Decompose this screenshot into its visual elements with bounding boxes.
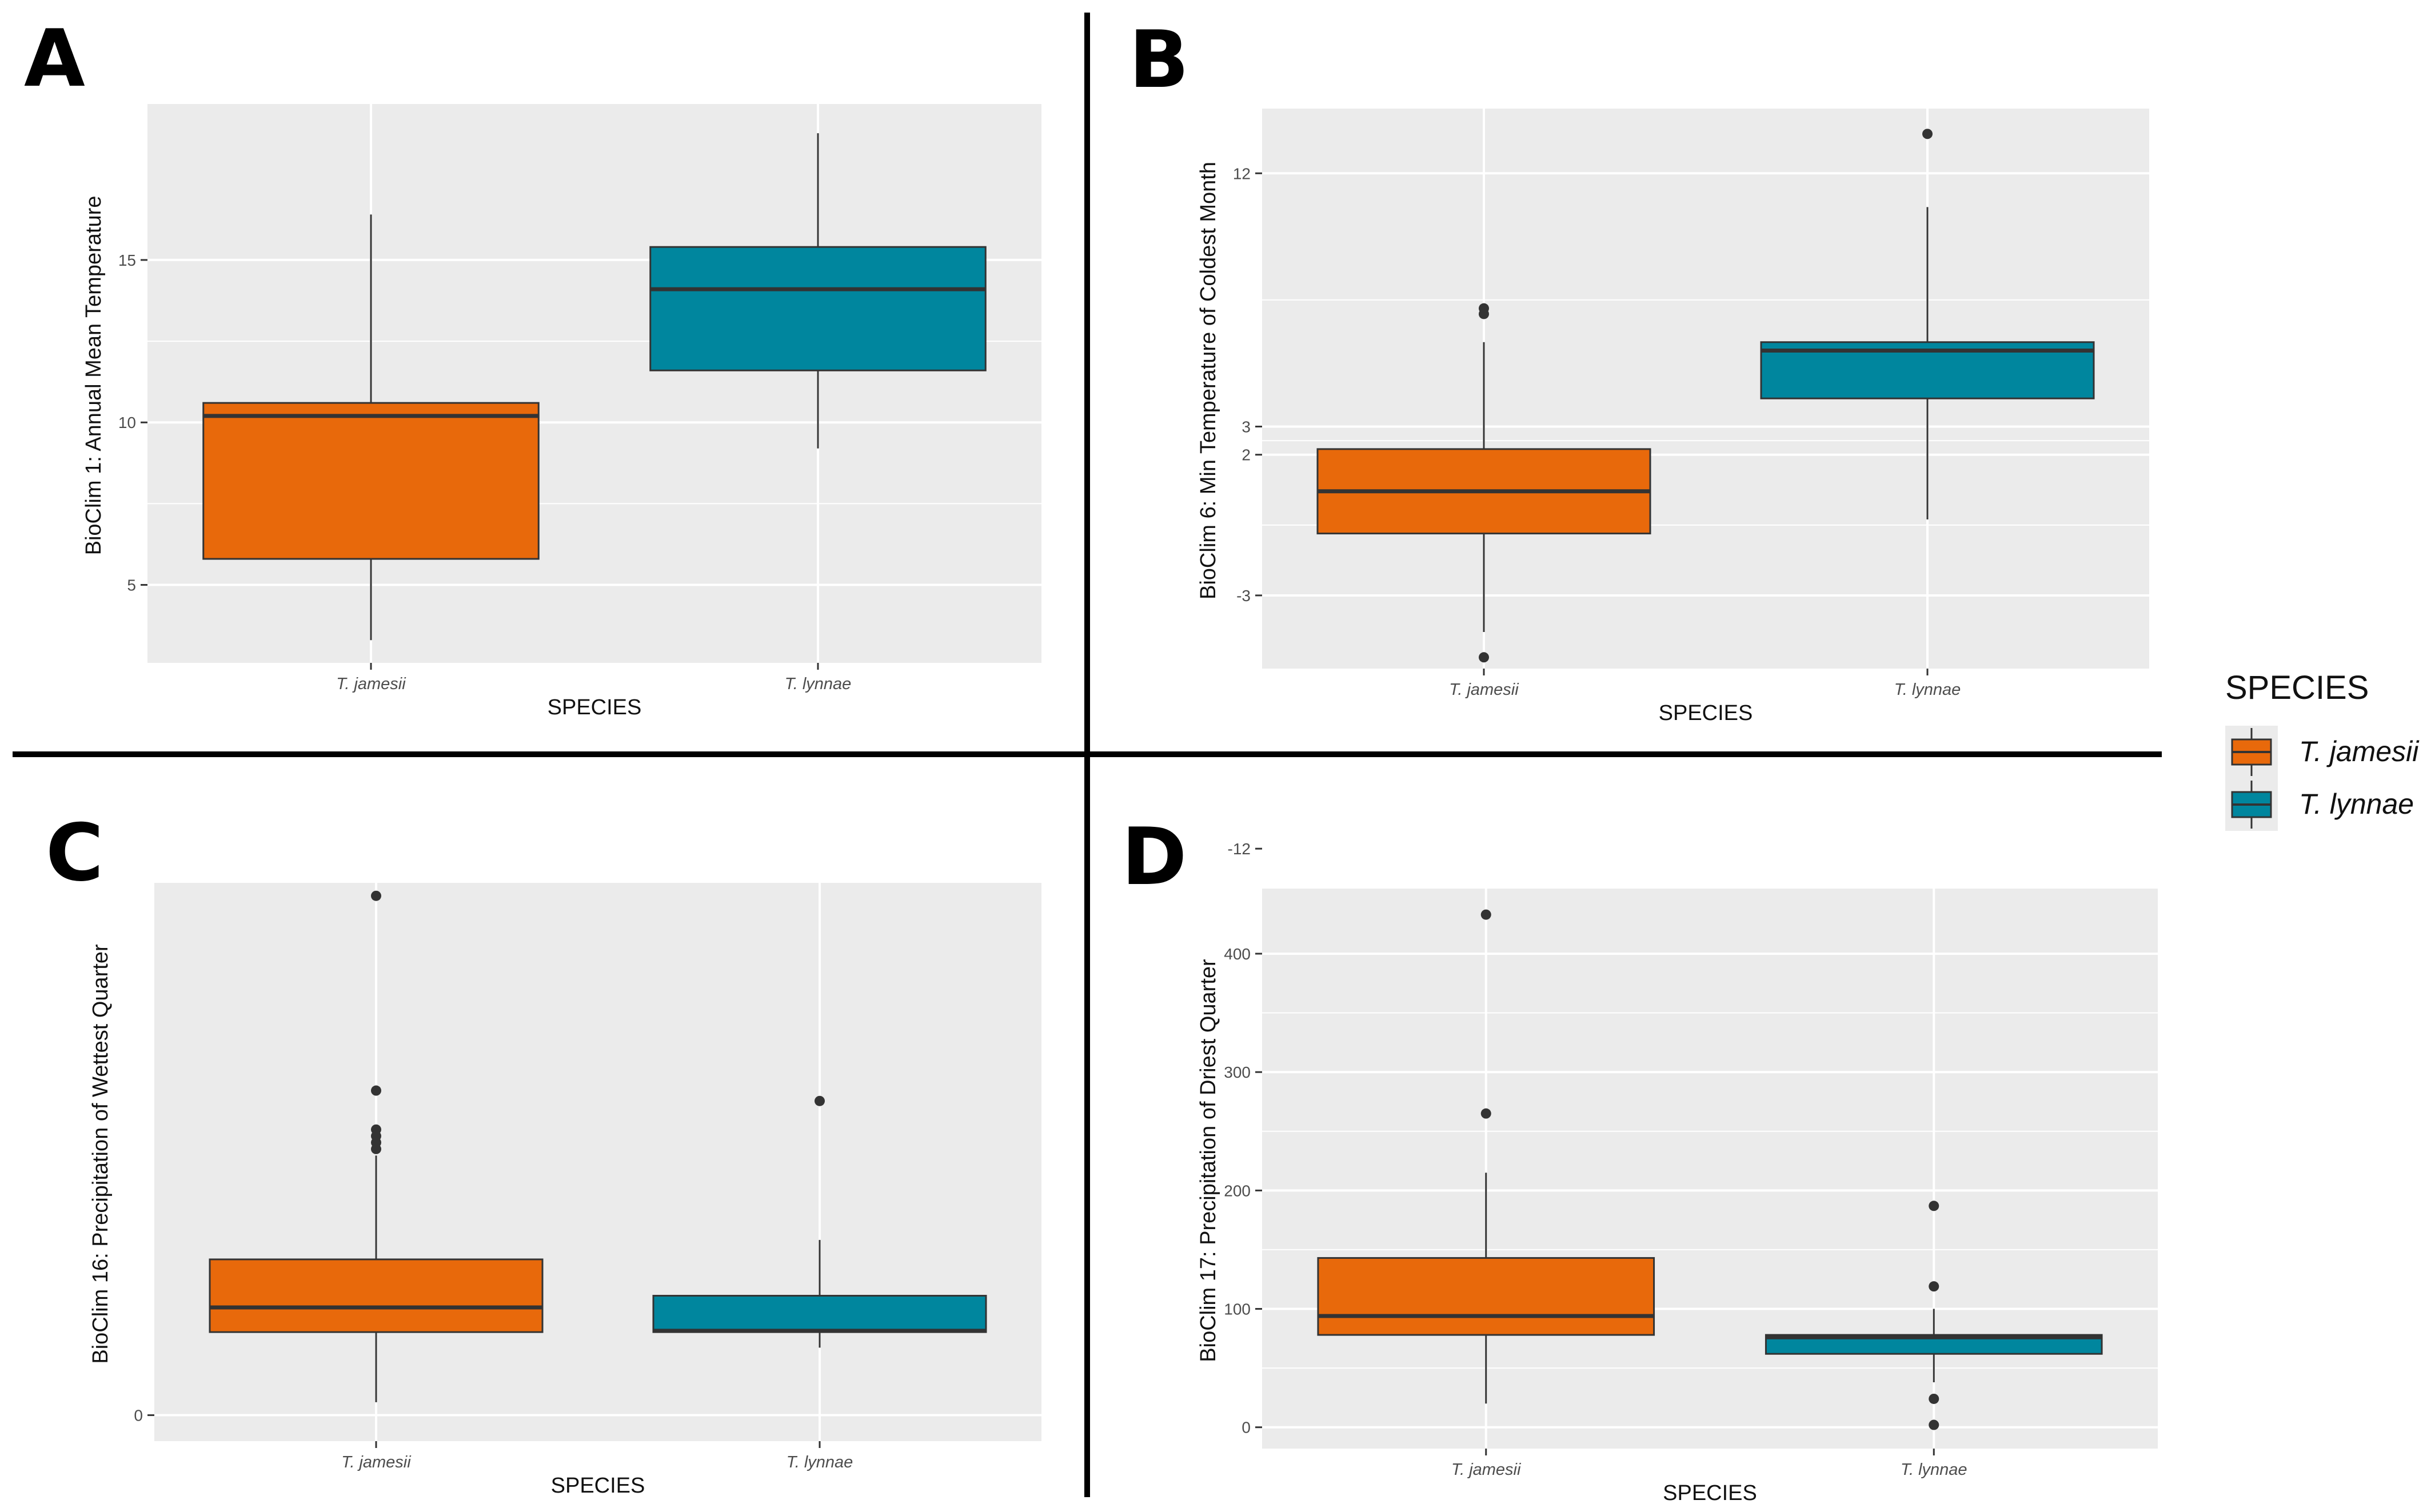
y-tick-label: 12 bbox=[1233, 165, 1251, 182]
outlier-point bbox=[1922, 129, 1933, 139]
iqr-box bbox=[1317, 1257, 1655, 1336]
y-tick-label: 200 bbox=[1224, 1182, 1251, 1199]
box-tjamesii bbox=[209, 890, 544, 1402]
panel-a: A 5 10 15 T. jamesii T. lynnae SPECIES BioClim … bbox=[24, 13, 1041, 719]
y-axis-title: BioClim 16: Precipitation of Wettest Qua… bbox=[89, 944, 113, 1364]
legend-item-tjamesii: T. jamesii bbox=[2225, 726, 2420, 778]
outlier-point bbox=[371, 1085, 381, 1096]
x-tick-label: T. jamesii bbox=[1451, 1461, 1522, 1479]
y-tick-label: -12 bbox=[1228, 840, 1251, 858]
outlier-point bbox=[1929, 1393, 1939, 1404]
iqr-box bbox=[652, 1295, 987, 1333]
y-tick-label: 400 bbox=[1224, 945, 1251, 963]
iqr-box bbox=[209, 1258, 544, 1333]
outlier-point bbox=[1929, 1201, 1939, 1211]
box-tjamesii bbox=[1316, 303, 1651, 663]
outlier-point bbox=[1480, 1108, 1491, 1119]
panel-letter: B bbox=[1129, 14, 1189, 106]
plot-background bbox=[154, 883, 1041, 1441]
quadrant-dividers bbox=[13, 13, 2162, 1497]
box-tjamesii bbox=[1317, 909, 1655, 1404]
panel-letter: D bbox=[1121, 811, 1187, 903]
x-tick-label: T. jamesii bbox=[341, 1453, 412, 1471]
y-tick-label: 10 bbox=[118, 414, 136, 431]
y-tick-label: 2 bbox=[1242, 446, 1251, 464]
legend-title: SPECIES bbox=[2225, 669, 2369, 706]
iqr-box bbox=[202, 402, 540, 560]
species-legend: SPECIES T. jamesii T. lynnae bbox=[2225, 669, 2420, 831]
y-tick-label: 300 bbox=[1224, 1063, 1251, 1081]
x-axis-title: SPECIES bbox=[1659, 701, 1753, 725]
x-tick-label: T. lynnae bbox=[1901, 1461, 1967, 1479]
y-tick-label: 15 bbox=[118, 251, 136, 269]
y-tick-label: 0 bbox=[134, 1407, 143, 1425]
outlier-point bbox=[371, 890, 381, 901]
box-tlynnae bbox=[1765, 1201, 2103, 1430]
legend-label: T. lynnae bbox=[2299, 788, 2414, 820]
panels: A 5 10 15 T. jamesii T. lynnae SPECIES BioClim … bbox=[24, 13, 2158, 1505]
panel-letter: C bbox=[46, 807, 103, 899]
panel-b: B -12 -3 2 3 12 T. jamesii T. lynnae SPECIES BioC… bbox=[1129, 14, 2149, 858]
y-axis-title: BioClim 17: Precipitation of Driest Quar… bbox=[1196, 959, 1220, 1362]
x-tick-label: T. lynnae bbox=[785, 675, 852, 693]
outlier-point bbox=[371, 1124, 381, 1135]
plot-background bbox=[1262, 889, 2158, 1449]
y-tick-label: 5 bbox=[127, 577, 136, 594]
outlier-point bbox=[1479, 303, 1489, 314]
box-tlynnae bbox=[1760, 129, 2095, 519]
panel-letter: A bbox=[24, 13, 85, 105]
outlier-point bbox=[1929, 1281, 1939, 1292]
y-axis-title: BioClim 6: Min Temperature of Coldest Mo… bbox=[1196, 162, 1220, 599]
y-tick-label: -3 bbox=[1236, 587, 1251, 605]
legend-label: T. jamesii bbox=[2299, 735, 2420, 767]
outlier-point bbox=[1480, 909, 1491, 920]
x-tick-label: T. jamesii bbox=[1449, 681, 1519, 699]
y-tick-label: 0 bbox=[1242, 1419, 1251, 1437]
x-axis-title: SPECIES bbox=[1663, 1481, 1757, 1505]
y-tick-label: 3 bbox=[1242, 418, 1251, 435]
panel-d: D 0 100 200 300 400 T. jamesii T. lynnae SPECIES… bbox=[1121, 811, 2158, 1505]
box-tjamesii bbox=[202, 214, 540, 641]
outlier-point bbox=[815, 1095, 825, 1106]
legend-items: T. jamesii T. lynnae bbox=[2225, 726, 2420, 831]
box-tlynnae bbox=[649, 133, 987, 449]
y-tick-label: 100 bbox=[1224, 1301, 1251, 1318]
outlier-point bbox=[1479, 652, 1489, 663]
x-tick-label: T. lynnae bbox=[787, 1453, 853, 1471]
box-tlynnae bbox=[652, 1095, 987, 1348]
plot-background bbox=[147, 104, 1041, 663]
x-axis-title: SPECIES bbox=[551, 1474, 645, 1498]
outlier-point bbox=[1929, 1419, 1939, 1430]
x-tick-label: T. jamesii bbox=[336, 675, 406, 693]
y-axis-title: BioClim 1: Annual Mean Temperature bbox=[82, 196, 106, 555]
legend-item-tlynnae: T. lynnae bbox=[2225, 778, 2414, 831]
iqr-box bbox=[649, 246, 987, 371]
x-tick-label: T. lynnae bbox=[1894, 681, 1961, 699]
x-axis-title: SPECIES bbox=[548, 695, 642, 719]
